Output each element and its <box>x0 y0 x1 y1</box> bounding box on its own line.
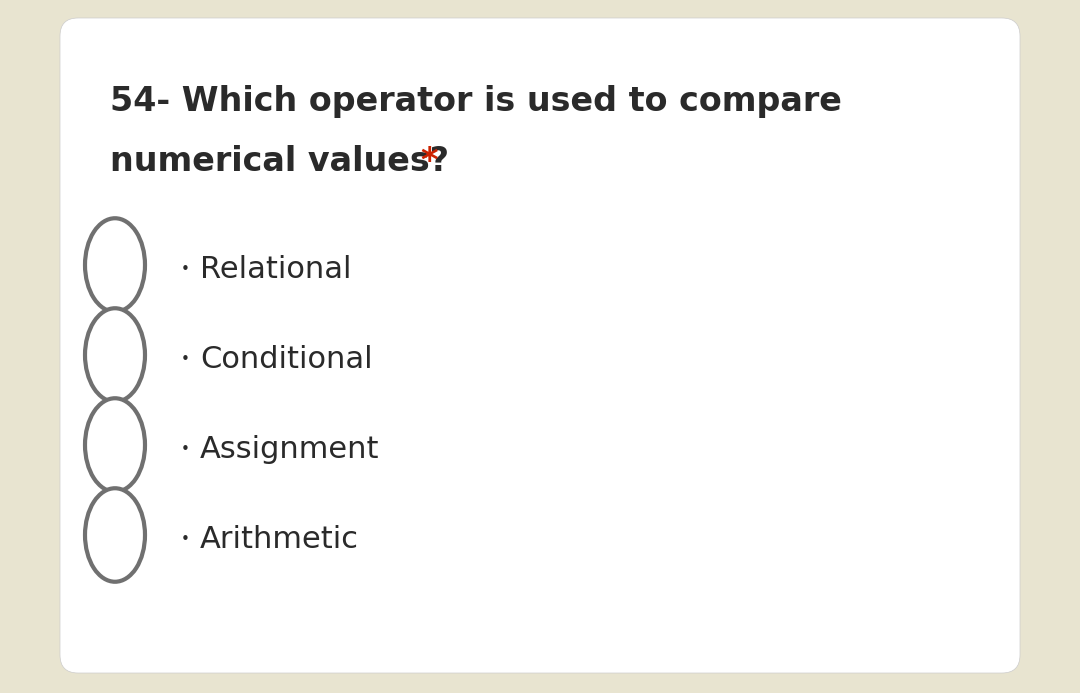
FancyBboxPatch shape <box>60 18 1020 673</box>
Text: 54- Which operator is used to compare: 54- Which operator is used to compare <box>110 85 842 118</box>
Text: Relational: Relational <box>200 254 351 283</box>
Text: •: • <box>180 532 189 547</box>
Text: *: * <box>420 145 437 178</box>
Ellipse shape <box>85 398 145 492</box>
Text: Conditional: Conditional <box>200 344 373 374</box>
Ellipse shape <box>85 218 145 312</box>
Text: •: • <box>180 441 189 457</box>
Text: •: • <box>180 351 189 367</box>
Ellipse shape <box>85 308 145 402</box>
Text: Arithmetic: Arithmetic <box>200 525 359 554</box>
Text: •: • <box>180 261 189 277</box>
Text: numerical values?: numerical values? <box>110 145 461 178</box>
Ellipse shape <box>85 489 145 581</box>
Text: Assignment: Assignment <box>200 435 379 464</box>
